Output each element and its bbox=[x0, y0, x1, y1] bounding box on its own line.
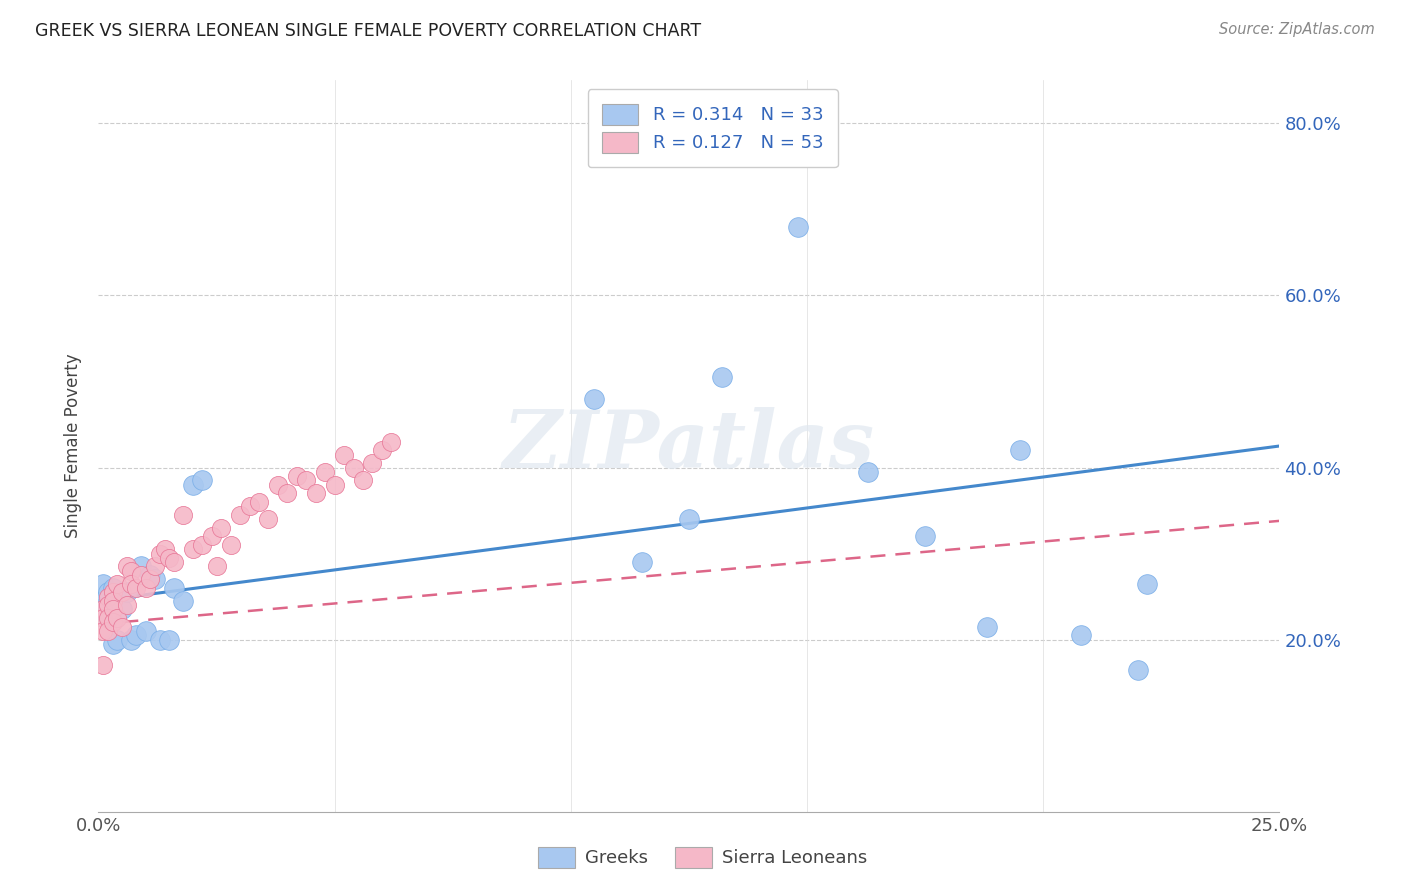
Point bbox=[115, 598, 138, 612]
Point bbox=[371, 443, 394, 458]
Point bbox=[219, 538, 242, 552]
Point bbox=[361, 456, 384, 470]
Point bbox=[172, 508, 194, 522]
Point bbox=[101, 594, 124, 608]
Point bbox=[333, 448, 356, 462]
Point bbox=[143, 559, 166, 574]
Point bbox=[139, 573, 162, 587]
Point bbox=[97, 624, 120, 638]
Point bbox=[914, 529, 936, 543]
Point bbox=[101, 615, 124, 630]
Point bbox=[111, 620, 134, 634]
Legend: Greeks, Sierra Leoneans: Greeks, Sierra Leoneans bbox=[527, 836, 879, 879]
Point bbox=[285, 469, 308, 483]
Point bbox=[129, 568, 152, 582]
Point bbox=[205, 559, 228, 574]
Point bbox=[97, 611, 120, 625]
Point bbox=[121, 564, 143, 578]
Point bbox=[91, 611, 114, 625]
Point bbox=[247, 495, 270, 509]
Point bbox=[129, 559, 152, 574]
Point bbox=[91, 658, 114, 673]
Point bbox=[105, 576, 128, 591]
Point bbox=[125, 581, 148, 595]
Point bbox=[149, 547, 172, 561]
Point bbox=[276, 486, 298, 500]
Point bbox=[295, 474, 318, 488]
Point bbox=[97, 585, 120, 599]
Point bbox=[91, 594, 114, 608]
Point bbox=[201, 529, 224, 543]
Point bbox=[157, 632, 180, 647]
Point bbox=[139, 568, 162, 582]
Point bbox=[172, 594, 194, 608]
Y-axis label: Single Female Poverty: Single Female Poverty bbox=[65, 354, 83, 538]
Point bbox=[305, 486, 328, 500]
Text: ZIPatlas: ZIPatlas bbox=[503, 408, 875, 484]
Point bbox=[181, 477, 204, 491]
Point bbox=[121, 632, 143, 647]
Point bbox=[101, 637, 124, 651]
Point bbox=[267, 477, 290, 491]
Text: GREEK VS SIERRA LEONEAN SINGLE FEMALE POVERTY CORRELATION CHART: GREEK VS SIERRA LEONEAN SINGLE FEMALE PO… bbox=[35, 22, 702, 40]
Point bbox=[101, 585, 124, 599]
Point bbox=[209, 521, 232, 535]
Point bbox=[191, 538, 214, 552]
Point bbox=[105, 632, 128, 647]
Point bbox=[153, 542, 176, 557]
Point bbox=[181, 542, 204, 557]
Point bbox=[1008, 443, 1031, 458]
Point bbox=[135, 624, 157, 638]
Point bbox=[711, 370, 734, 384]
Point bbox=[91, 602, 114, 616]
Point bbox=[191, 474, 214, 488]
Point bbox=[229, 508, 252, 522]
Point bbox=[163, 581, 186, 595]
Point bbox=[149, 632, 172, 647]
Point bbox=[111, 585, 134, 599]
Point bbox=[786, 219, 808, 234]
Point bbox=[143, 573, 166, 587]
Point bbox=[323, 477, 346, 491]
Point bbox=[239, 500, 262, 514]
Point bbox=[342, 460, 364, 475]
Point bbox=[163, 555, 186, 569]
Point bbox=[380, 434, 402, 449]
Point bbox=[121, 576, 143, 591]
Point bbox=[91, 576, 114, 591]
Point bbox=[858, 465, 880, 479]
Point bbox=[314, 465, 336, 479]
Point bbox=[97, 598, 120, 612]
Point bbox=[91, 624, 114, 638]
Point bbox=[105, 611, 128, 625]
Point bbox=[111, 602, 134, 616]
Point bbox=[630, 555, 652, 569]
Point bbox=[583, 392, 606, 406]
Point bbox=[135, 581, 157, 595]
Point bbox=[101, 602, 124, 616]
Point bbox=[125, 628, 148, 642]
Legend: R = 0.314   N = 33, R = 0.127   N = 53: R = 0.314 N = 33, R = 0.127 N = 53 bbox=[588, 89, 838, 167]
Text: Source: ZipAtlas.com: Source: ZipAtlas.com bbox=[1219, 22, 1375, 37]
Point bbox=[1070, 628, 1092, 642]
Point bbox=[257, 512, 280, 526]
Point bbox=[115, 585, 138, 599]
Point bbox=[1126, 663, 1149, 677]
Point bbox=[97, 590, 120, 604]
Point bbox=[101, 581, 124, 595]
Point bbox=[97, 611, 120, 625]
Point bbox=[1136, 576, 1159, 591]
Point bbox=[352, 474, 374, 488]
Point bbox=[976, 620, 998, 634]
Point bbox=[157, 550, 180, 565]
Point bbox=[115, 559, 138, 574]
Point bbox=[678, 512, 700, 526]
